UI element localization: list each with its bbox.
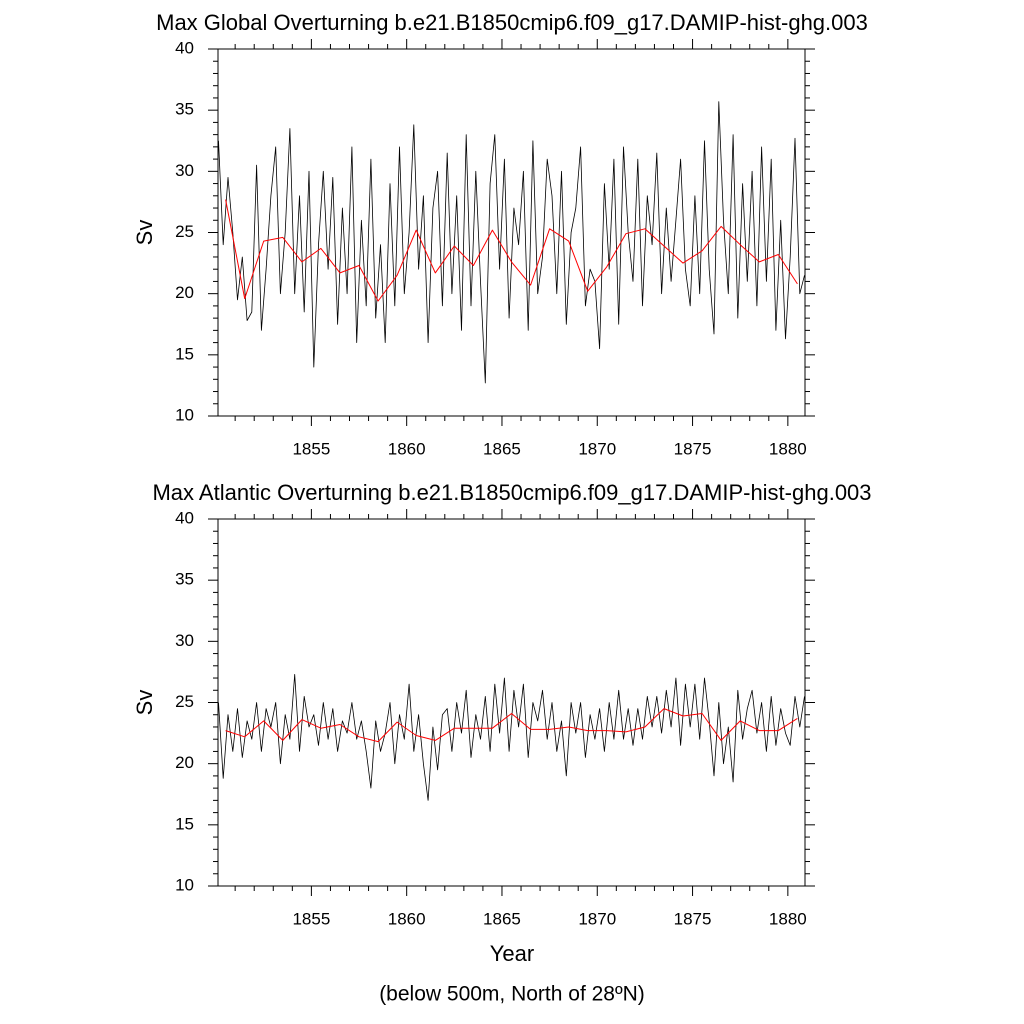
x-tick-label: 1860	[388, 909, 426, 928]
x-tick-label: 1880	[769, 439, 807, 458]
chart-title: Max Atlantic Overturning b.e21.B1850cmip…	[152, 480, 871, 505]
chart-title: Max Global Overturning b.e21.B1850cmip6.…	[156, 10, 868, 35]
x-axis-label: Year	[490, 941, 534, 966]
y-tick-label: 30	[175, 631, 194, 650]
plot-frame	[217, 518, 806, 887]
x-tick-label: 1855	[292, 439, 330, 458]
y-tick-label: 35	[175, 570, 194, 589]
x-tick-label: 1865	[483, 439, 521, 458]
y-tick-label: 15	[175, 344, 194, 363]
y-tick-label: 20	[175, 753, 194, 772]
y-tick-label: 40	[175, 38, 194, 57]
x-tick-label: 1865	[483, 909, 521, 928]
y-tick-label: 20	[175, 283, 194, 302]
footnote: (below 500m, North of 28ºN)	[379, 983, 645, 1006]
plot-frame	[217, 48, 806, 417]
x-tick-label: 1875	[674, 909, 712, 928]
x-tick-label: 1870	[578, 439, 616, 458]
y-tick-label: 15	[175, 814, 194, 833]
annual-mean-line	[225, 708, 798, 743]
y-tick-label: 25	[175, 222, 194, 241]
x-tick-label: 1870	[578, 909, 616, 928]
annual-mean-line	[225, 199, 798, 302]
x-tick-label: 1875	[674, 439, 712, 458]
x-tick-label: 1860	[388, 439, 426, 458]
monthly-line	[218, 101, 805, 384]
y-axis-label: Sv	[132, 220, 157, 246]
y-tick-label: 40	[175, 508, 194, 527]
x-tick-label: 1880	[769, 909, 807, 928]
y-tick-label: 30	[175, 161, 194, 180]
y-tick-label: 25	[175, 692, 194, 711]
y-tick-label: 10	[175, 405, 194, 424]
y-axis-label: Sv	[132, 690, 157, 716]
monthly-line	[218, 674, 805, 801]
y-tick-label: 10	[175, 875, 194, 894]
y-tick-label: 35	[175, 100, 194, 119]
x-tick-label: 1855	[292, 909, 330, 928]
